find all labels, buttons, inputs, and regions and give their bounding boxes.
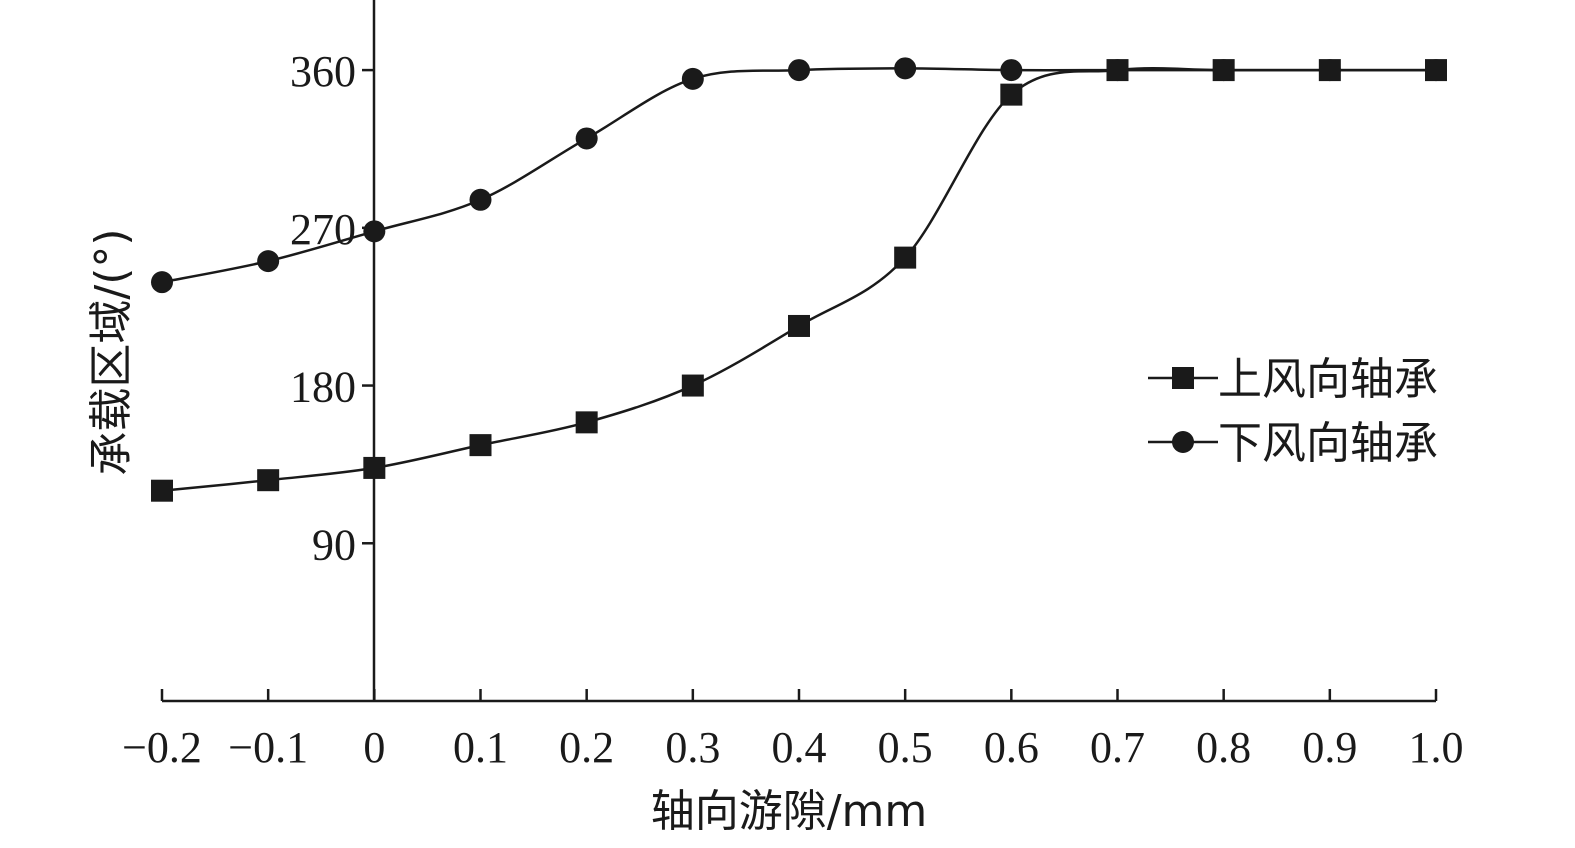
y-axis-title: 承载区域/(°)	[86, 228, 137, 475]
square-marker	[469, 434, 492, 457]
legend-marker	[1172, 431, 1194, 453]
square-marker	[151, 479, 173, 502]
circle-marker	[788, 59, 810, 82]
x-ticks: −0.2 −0.1 0 0.1 0.2 0.3 0.4 0.5 0.6 0.7 0.8 0.9 1.0	[122, 689, 1464, 772]
x-tick-label: 1.0	[1409, 723, 1464, 772]
circle-marker	[257, 250, 280, 273]
circle-marker	[1318, 59, 1341, 82]
legend-label: 下风向轴承	[1218, 418, 1438, 469]
x-tick-label: 0.1	[453, 723, 508, 772]
x-tick-label: 0	[363, 723, 385, 772]
x-tick-label: 0.3	[665, 723, 720, 772]
axes	[162, 0, 1436, 703]
x-axis-title: 轴向游隙/mm	[651, 786, 928, 837]
square-marker	[788, 314, 810, 337]
x-tick-label: 0.7	[1090, 723, 1145, 772]
y-tick-label: 360	[290, 47, 356, 96]
circle-marker	[151, 271, 173, 294]
circle-marker	[363, 220, 386, 243]
circle-marker	[1212, 59, 1235, 82]
circle-marker	[469, 188, 492, 211]
square-marker	[1000, 83, 1023, 106]
circle-marker	[681, 67, 704, 90]
series-markers	[151, 57, 1447, 502]
x-tick-label: 0.5	[878, 723, 933, 772]
circle-marker	[894, 57, 917, 80]
square-marker	[257, 469, 280, 492]
square-marker	[575, 411, 598, 434]
x-tick-label: −0.2	[122, 723, 202, 772]
y-tick-label: 90	[312, 520, 356, 569]
square-marker	[363, 456, 386, 479]
x-tick-label: 0.6	[984, 723, 1039, 772]
circle-marker	[1000, 59, 1023, 82]
square-marker	[894, 246, 917, 269]
y-tick-label: 180	[290, 363, 356, 412]
x-tick-label: 0.8	[1196, 723, 1251, 772]
x-tick-label: 0.2	[559, 723, 614, 772]
x-tick-label: 0.4	[772, 723, 827, 772]
legend-label: 上风向轴承	[1218, 354, 1438, 405]
circle-marker	[1425, 59, 1447, 82]
legend-marker	[1172, 367, 1194, 389]
x-tick-label: 0.9	[1302, 723, 1357, 772]
circle-marker	[1106, 59, 1129, 82]
circle-marker	[575, 127, 598, 150]
square-marker	[681, 374, 704, 397]
x-tick-label: −0.1	[228, 723, 308, 772]
